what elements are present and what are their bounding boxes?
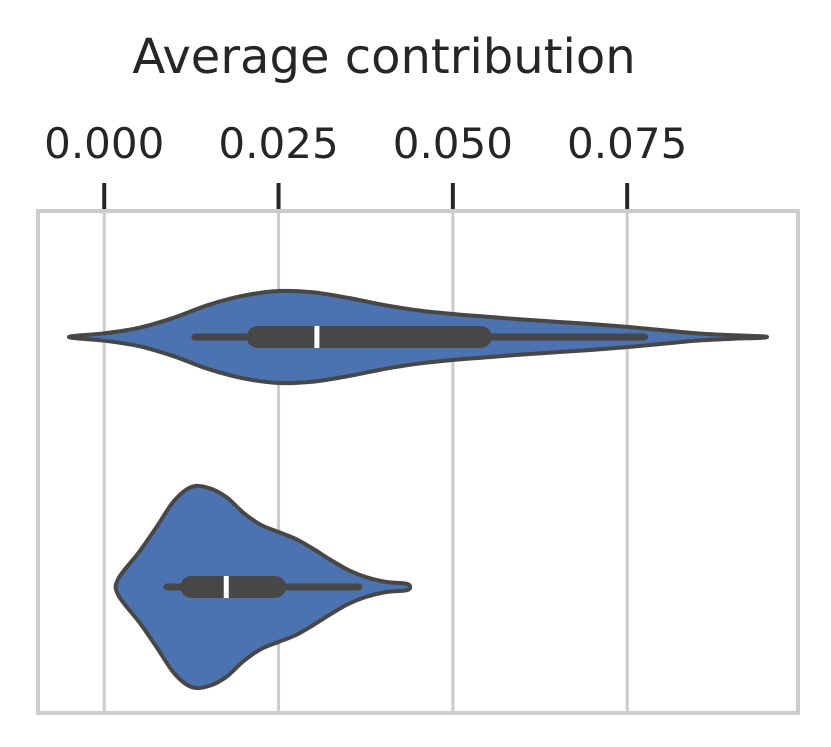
x-axis-ticks: 0.000 0.025 0.050 0.075 — [44, 119, 687, 211]
violins — [66, 288, 770, 691]
violin-1 — [66, 288, 770, 386]
violin-2 — [113, 483, 413, 691]
median-marker — [314, 326, 320, 348]
x-tick-label: 0.075 — [567, 119, 687, 168]
x-tick-label: 0.050 — [393, 119, 513, 168]
x-tick-label: 0.000 — [44, 119, 164, 168]
plot-frame — [36, 209, 800, 715]
x-tick-label: 0.025 — [218, 119, 338, 168]
x-axis-title: Average contribution — [132, 29, 635, 85]
median-marker — [223, 576, 229, 598]
